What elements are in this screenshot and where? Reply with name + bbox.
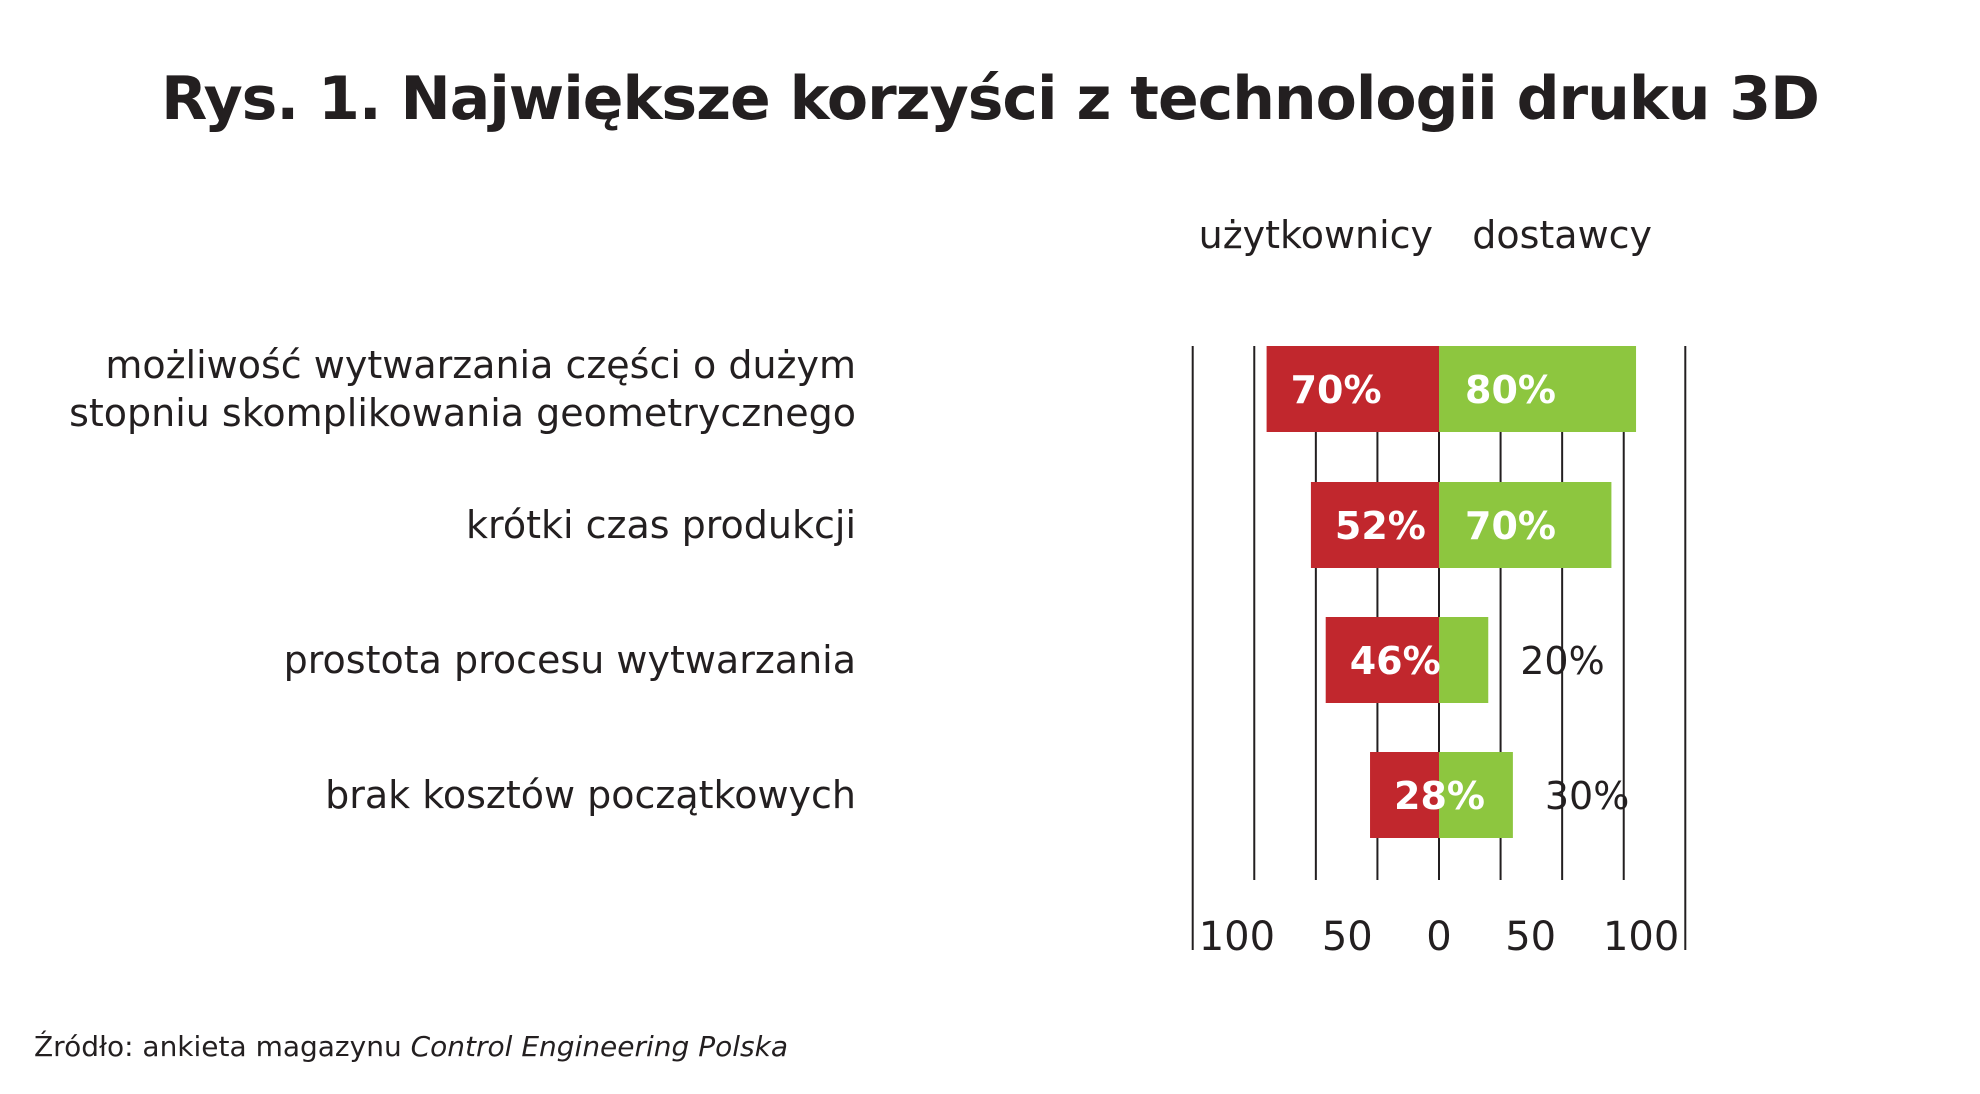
value-labels: 70% 80% 52% 70% 46% 20% 28% 30% bbox=[1291, 368, 1630, 818]
category-label: krótki czas produkcji bbox=[466, 503, 856, 547]
value-label-dostawcy: 80% bbox=[1465, 368, 1556, 412]
bar-uzytkownicy bbox=[1266, 346, 1439, 432]
source-prefix: Źródło: ankieta magazynu bbox=[34, 1030, 411, 1063]
value-label-dostawcy: 20% bbox=[1520, 639, 1604, 683]
tick-label: 50 bbox=[1505, 914, 1556, 960]
series-header-uzytkownicy: użytkownicy bbox=[1199, 213, 1433, 257]
category-label: brak kosztów początkowych bbox=[325, 773, 856, 817]
source-publication: Control Engineering Polska bbox=[410, 1030, 788, 1063]
value-label-dostawcy: 70% bbox=[1465, 504, 1556, 548]
category-label: stopniu skomplikowania geometrycznego bbox=[69, 391, 856, 435]
bar-dostawcy bbox=[1439, 482, 1612, 568]
value-label-uzytkownicy: 46% bbox=[1350, 639, 1441, 683]
source-note: Źródło: ankieta magazynu Control Enginee… bbox=[34, 1030, 788, 1063]
category-label: możliwość wytwarzania części o dużym bbox=[105, 343, 856, 387]
bars bbox=[1266, 346, 1637, 838]
tick-label: 50 bbox=[1322, 914, 1373, 960]
value-label-uzytkownicy: 70% bbox=[1291, 368, 1382, 412]
tick-label: 100 bbox=[1199, 914, 1275, 960]
series-header-dostawcy: dostawcy bbox=[1472, 213, 1652, 257]
value-label-uzytkownicy: 52% bbox=[1335, 504, 1426, 548]
axis-tick-labels: 100 50 0 50 100 bbox=[1199, 914, 1680, 960]
value-label-uzytkownicy: 28% bbox=[1394, 774, 1485, 818]
grid-lines bbox=[1191, 346, 1687, 950]
bar-uzytkownicy bbox=[1310, 482, 1439, 568]
bar-uzytkownicy bbox=[1325, 617, 1439, 703]
series-headers: użytkownicy dostawcy bbox=[1199, 213, 1652, 257]
tick-label: 0 bbox=[1426, 914, 1451, 960]
bar-dostawcy bbox=[1439, 346, 1637, 432]
value-label-dostawcy: 30% bbox=[1545, 774, 1629, 818]
tick-label: 100 bbox=[1603, 914, 1679, 960]
category-labels: możliwość wytwarzania części o dużymstop… bbox=[69, 343, 856, 817]
chart-title: Rys. 1. Największe korzyści z technologi… bbox=[161, 64, 1820, 134]
bar-dostawcy bbox=[1439, 752, 1513, 838]
bar-uzytkownicy bbox=[1370, 752, 1439, 838]
category-label: prostota procesu wytwarzania bbox=[284, 638, 856, 682]
bar-dostawcy bbox=[1439, 617, 1489, 703]
